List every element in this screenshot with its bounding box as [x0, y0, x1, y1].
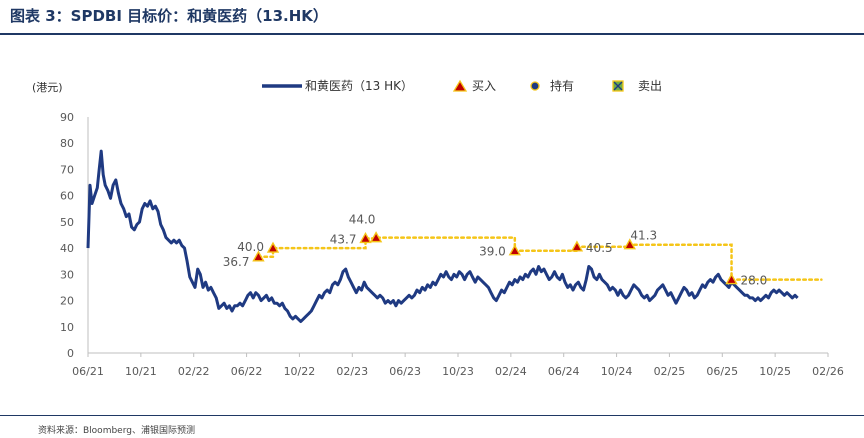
x-tick-label: 10/21	[125, 365, 157, 378]
x-tick-label: 02/25	[654, 365, 686, 378]
target-value-label: 41.3	[630, 229, 657, 243]
price-line	[86, 149, 799, 323]
axes: 0 10 20 30 40 50 60 70 80 90 06/21 10/21 02/22 06/22 1…	[60, 111, 844, 378]
x-tick-label: 10/22	[284, 365, 316, 378]
x-tick-label: 06/23	[389, 365, 421, 378]
y-tick-label: 30	[60, 268, 74, 281]
legend-sell-cross-b	[613, 81, 623, 91]
legend-buy-marker	[452, 79, 468, 92]
buy-marker	[623, 238, 636, 250]
target-price-line	[257, 236, 823, 281]
y-tick-label: 20	[60, 295, 74, 308]
y-tick-label: 40	[60, 242, 74, 255]
x-tick-label: 02/23	[336, 365, 368, 378]
rating-markers: 36.740.0 43.7 44.0 39.0 40.5 41.3 28.0	[223, 213, 768, 288]
x-tick-label: 06/22	[231, 365, 263, 378]
legend-hold-label: 持有	[550, 78, 574, 93]
buy-marker	[359, 231, 372, 244]
target-value-label: 40.0	[237, 240, 264, 254]
buy-marker	[266, 241, 280, 253]
x-tick-label: 10/24	[601, 365, 633, 378]
y-tick-label: 70	[60, 163, 74, 176]
y-tick-label: 80	[60, 137, 74, 150]
series-layer	[86, 149, 823, 323]
x-tick-label: 10/25	[759, 365, 791, 378]
target-value-label: 40.5	[586, 241, 613, 255]
y-tick-label: 60	[60, 190, 74, 203]
x-tick-label: 02/26	[812, 365, 844, 378]
target-value-label: 28.0	[741, 274, 768, 288]
buy-marker	[725, 273, 738, 285]
buy-marker	[252, 250, 265, 262]
buy-marker	[570, 240, 584, 252]
target-value-label: 36.7	[223, 255, 250, 269]
footer-rule	[0, 415, 864, 416]
y-tick-label: 0	[67, 347, 74, 360]
buy-marker	[369, 231, 383, 243]
legend-sell-label: 卖出	[638, 79, 662, 93]
target-price-chart: 和黄医药（13 HK） 买入 持有 卖出 (港元) 0 10 20 30 40 50 60 7…	[32, 78, 844, 378]
target-value-label: 43.7	[330, 232, 357, 246]
legend-price-label: 和黄医药（13 HK）	[305, 79, 413, 93]
target-value-label: 39.0	[479, 245, 506, 259]
buy-marker	[508, 244, 522, 256]
source-note: 资料来源：Bloomberg、浦银国际预测	[38, 426, 195, 436]
x-tick-label: 02/22	[178, 365, 210, 378]
y-tick-label: 90	[60, 111, 74, 124]
y-tick-label: 50	[60, 216, 74, 229]
x-tick-label: 10/23	[442, 365, 474, 378]
legend-buy-label: 买入	[472, 79, 496, 93]
chart-legend: 和黄医药（13 HK） 买入 持有 卖出	[262, 78, 662, 93]
x-tick-label: 06/25	[706, 365, 738, 378]
x-tick-label: 06/21	[72, 365, 104, 378]
target-value-label: 44.0	[349, 213, 376, 227]
title-rule	[0, 33, 864, 35]
y-unit-label: (港元)	[32, 81, 63, 94]
y-tick-label: 10	[60, 321, 74, 334]
legend-hold-marker	[530, 81, 540, 91]
x-tick-label: 06/24	[548, 365, 580, 378]
x-tick-label: 02/24	[495, 365, 527, 378]
figure-title: 图表 3：SPDBI 目标价：和黄医药（13.HK）	[10, 7, 328, 25]
